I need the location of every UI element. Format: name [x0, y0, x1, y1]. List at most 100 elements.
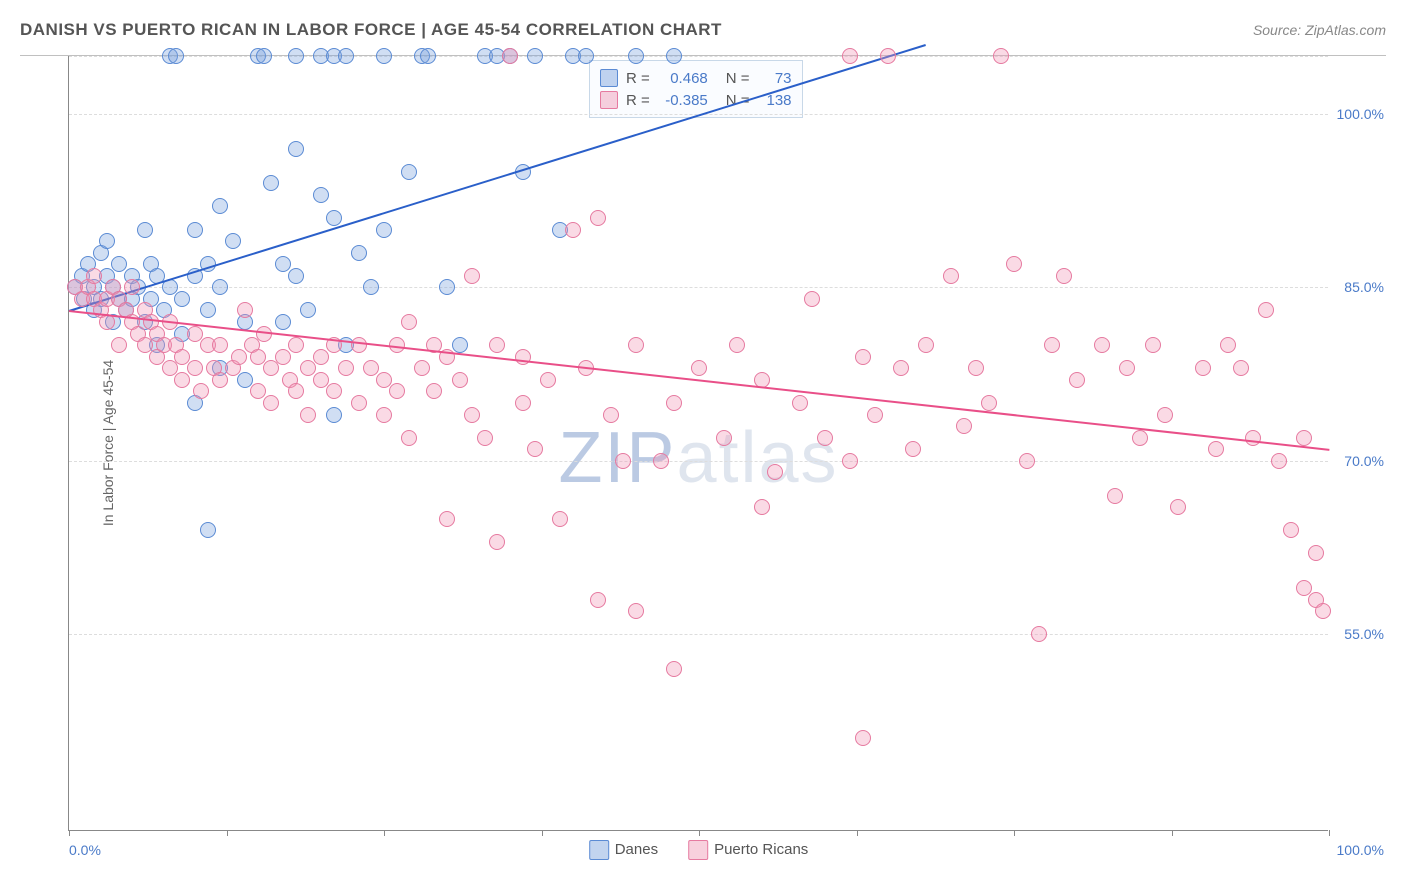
scatter-point	[817, 430, 833, 446]
stats-box: R =0.468N =73R =-0.385N =138	[589, 60, 803, 118]
r-value: -0.385	[658, 92, 708, 109]
scatter-point	[389, 383, 405, 399]
scatter-point	[376, 407, 392, 423]
scatter-point	[956, 418, 972, 434]
scatter-point	[193, 383, 209, 399]
scatter-point	[1006, 256, 1022, 272]
scatter-point	[603, 407, 619, 423]
scatter-point	[993, 48, 1009, 64]
scatter-point	[1245, 430, 1261, 446]
scatter-point	[515, 395, 531, 411]
scatter-point	[1315, 603, 1331, 619]
scatter-point	[1056, 268, 1072, 284]
scatter-point	[1220, 337, 1236, 353]
scatter-point	[1233, 360, 1249, 376]
scatter-point	[1296, 430, 1312, 446]
scatter-point	[804, 291, 820, 307]
scatter-point	[212, 198, 228, 214]
scatter-point	[231, 349, 247, 365]
scatter-point	[527, 441, 543, 457]
scatter-point	[376, 222, 392, 238]
scatter-point	[174, 372, 190, 388]
scatter-point	[590, 210, 606, 226]
scatter-point	[666, 48, 682, 64]
scatter-point	[666, 395, 682, 411]
scatter-point	[628, 337, 644, 353]
scatter-point	[363, 279, 379, 295]
scatter-point	[1107, 488, 1123, 504]
scatter-point	[716, 430, 732, 446]
scatter-point	[124, 279, 140, 295]
scatter-point	[288, 141, 304, 157]
scatter-point	[1195, 360, 1211, 376]
x-tick	[699, 830, 700, 836]
x-tick	[1172, 830, 1173, 836]
scatter-point	[426, 383, 442, 399]
scatter-point	[527, 48, 543, 64]
scatter-point	[590, 592, 606, 608]
scatter-point	[275, 314, 291, 330]
scatter-point	[326, 383, 342, 399]
x-axis-min-label: 0.0%	[69, 842, 101, 858]
scatter-point	[401, 430, 417, 446]
scatter-point	[1271, 453, 1287, 469]
scatter-point	[288, 48, 304, 64]
legend-swatch	[600, 91, 618, 109]
scatter-point	[300, 302, 316, 318]
scatter-point	[99, 233, 115, 249]
scatter-point	[729, 337, 745, 353]
scatter-point	[628, 48, 644, 64]
scatter-point	[653, 453, 669, 469]
legend-swatch	[688, 840, 708, 860]
x-tick	[1329, 830, 1330, 836]
legend-swatch	[589, 840, 609, 860]
scatter-point	[237, 302, 253, 318]
scatter-point	[1258, 302, 1274, 318]
scatter-point	[137, 222, 153, 238]
scatter-point	[565, 222, 581, 238]
legend-swatch	[600, 69, 618, 87]
scatter-point	[1044, 337, 1060, 353]
legend-label: Danes	[615, 841, 658, 858]
scatter-point	[1170, 499, 1186, 515]
scatter-point	[174, 291, 190, 307]
scatter-point	[540, 372, 556, 388]
gridline	[69, 634, 1328, 635]
y-tick-label: 100.0%	[1337, 106, 1384, 122]
scatter-point	[1031, 626, 1047, 642]
scatter-point	[905, 441, 921, 457]
scatter-point	[414, 360, 430, 376]
n-label: N =	[726, 70, 750, 87]
scatter-point	[867, 407, 883, 423]
chart-source: Source: ZipAtlas.com	[1253, 22, 1386, 38]
legend-item: Danes	[589, 840, 658, 860]
scatter-point	[300, 407, 316, 423]
scatter-point	[1019, 453, 1035, 469]
x-tick	[542, 830, 543, 836]
scatter-point	[615, 453, 631, 469]
scatter-point	[313, 349, 329, 365]
scatter-point	[263, 395, 279, 411]
y-tick-label: 70.0%	[1344, 453, 1384, 469]
scatter-point	[578, 48, 594, 64]
scatter-point	[263, 360, 279, 376]
scatter-point	[452, 372, 468, 388]
scatter-point	[212, 337, 228, 353]
scatter-point	[212, 372, 228, 388]
scatter-point	[502, 48, 518, 64]
x-tick	[857, 830, 858, 836]
scatter-point	[893, 360, 909, 376]
scatter-point	[187, 360, 203, 376]
scatter-point	[168, 48, 184, 64]
scatter-point	[200, 302, 216, 318]
scatter-point	[351, 245, 367, 261]
scatter-point	[1308, 545, 1324, 561]
scatter-point	[338, 48, 354, 64]
chart-area: In Labor Force | Age 45-54 ZIPatlas R =0…	[20, 55, 1386, 830]
scatter-point	[439, 511, 455, 527]
scatter-point	[338, 360, 354, 376]
x-tick	[69, 830, 70, 836]
scatter-point	[1208, 441, 1224, 457]
gridline	[69, 287, 1328, 288]
scatter-point	[288, 268, 304, 284]
